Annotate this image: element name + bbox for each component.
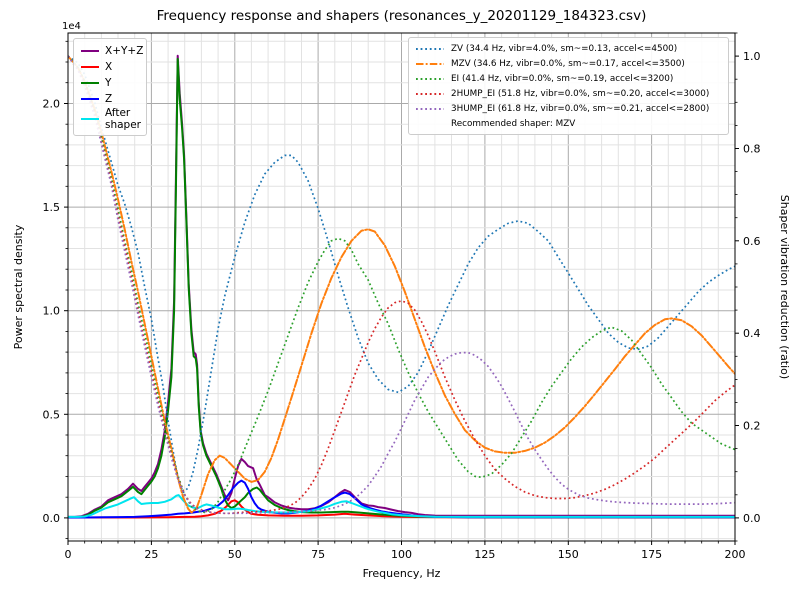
recommended-shaper-text: Recommended shaper: MZV [451, 118, 576, 129]
legend-item-label: ZV (34.4 Hz, vibr=4.0%, sm~=0.13, accel<… [451, 43, 678, 54]
legend-line-sample-dashdot [416, 62, 444, 65]
legend-line-sample-dotted [416, 47, 444, 50]
y-right-tick-label: 0.6 [743, 235, 761, 248]
legend-item-2hump-ei-51-8-hz-vibr-0-0-sm-0: 2HUMP_EI (51.8 Hz, vibr=0.0%, sm~=0.20, … [415, 86, 722, 101]
legend-line-sample-solid [81, 118, 99, 120]
x-tick-label: 100 [391, 548, 412, 561]
legend-item-label: Y [105, 77, 112, 89]
y-left-tick-label: 0.5 [43, 408, 61, 421]
legend-line-sample-dotted [416, 107, 444, 110]
y-left-offset-text: 1e4 [62, 21, 81, 32]
series-y [68, 57, 735, 519]
legend-item-x-y-z: X+Y+Z [80, 43, 144, 59]
x-tick-label: 25 [144, 548, 158, 561]
x-tick-label: 200 [725, 548, 746, 561]
y-right-tick-label: 1.0 [743, 50, 761, 63]
y-left-tick-label: 1.0 [43, 305, 61, 318]
y-right-axis-label: Shaper vibration reduction (ratio) [778, 195, 791, 379]
y-left-axis-label: Power spectral density [12, 224, 25, 349]
legend-item-label: After shaper [105, 107, 142, 131]
legend-item-y: Y [80, 75, 140, 91]
x-tick-label: 0 [65, 548, 72, 561]
legend-item-ei-41-4-hz-vibr-0-0-sm-0-19-ac: EI (41.4 Hz, vibr=0.0%, sm~=0.19, accel<… [415, 71, 722, 86]
y-right-tick-label: 0.2 [743, 420, 761, 433]
legend-item-label: Z [105, 93, 113, 105]
series-x-y-z [68, 54, 735, 518]
series-after-shaper [68, 494, 735, 518]
legend-item-label: EI (41.4 Hz, vibr=0.0%, sm~=0.19, accel<… [451, 73, 674, 84]
legend-item-label: 3HUMP_EI (61.8 Hz, vibr=0.0%, sm~=0.21, … [451, 103, 710, 114]
y-left-tick-label: 0.0 [43, 512, 61, 525]
legend-item-label: X [105, 61, 113, 73]
x-tick-label: 125 [474, 548, 495, 561]
legend-psd: X+Y+Z X Y Z After shaper [73, 38, 147, 136]
legend-item-label: X+Y+Z [105, 45, 144, 57]
y-right-tick-label: 0.4 [743, 327, 761, 340]
y-left-tick-label: 1.5 [43, 201, 61, 214]
legend-item-label: MZV (34.6 Hz, vibr=0.0%, sm~=0.17, accel… [451, 58, 685, 69]
chart-title: Frequency response and shapers (resonanc… [156, 8, 647, 24]
legend-line-sample-solid [81, 98, 99, 100]
series-ei [68, 55, 735, 514]
legend-line-sample-dotted [416, 77, 444, 80]
legend-item-label: 2HUMP_EI (51.8 Hz, vibr=0.0%, sm~=0.20, … [451, 88, 710, 99]
legend-item-x: X [80, 59, 140, 75]
y-right-tick-label: 0.8 [743, 143, 761, 156]
legend-footer: Recommended shaper: MZV [415, 116, 722, 131]
x-tick-label: 50 [228, 548, 242, 561]
legend-line-sample-solid [81, 50, 99, 52]
x-axis-label: Frequency, Hz [363, 567, 441, 580]
x-tick-label: 150 [558, 548, 579, 561]
series-mzv [68, 55, 735, 514]
x-tick-label: 75 [311, 548, 325, 561]
legend-item-mzv-34-6-hz-vibr-0-0-sm-0-17-a: MZV (34.6 Hz, vibr=0.0%, sm~=0.17, accel… [415, 56, 722, 71]
legend-item-z: Z [80, 91, 140, 107]
legend-line-sample-dotted [416, 92, 444, 95]
legend-item-after-shaper: After shaper [80, 107, 142, 131]
legend-item-3hump-ei-61-8-hz-vibr-0-0-sm-0: 3HUMP_EI (61.8 Hz, vibr=0.0%, sm~=0.21, … [415, 101, 722, 116]
legend-line-sample-solid [81, 82, 99, 84]
x-tick-label: 175 [641, 548, 662, 561]
legend-line-sample-solid [81, 66, 99, 68]
legend-shapers: ZV (34.4 Hz, vibr=4.0%, sm~=0.13, accel<… [408, 37, 729, 135]
y-right-tick-label: 0.0 [743, 512, 761, 525]
y-left-tick-label: 2.0 [43, 98, 61, 111]
legend-item-zv-34-4-hz-vibr-4-0-sm-0-13-ac: ZV (34.4 Hz, vibr=4.0%, sm~=0.13, accel<… [415, 41, 722, 56]
